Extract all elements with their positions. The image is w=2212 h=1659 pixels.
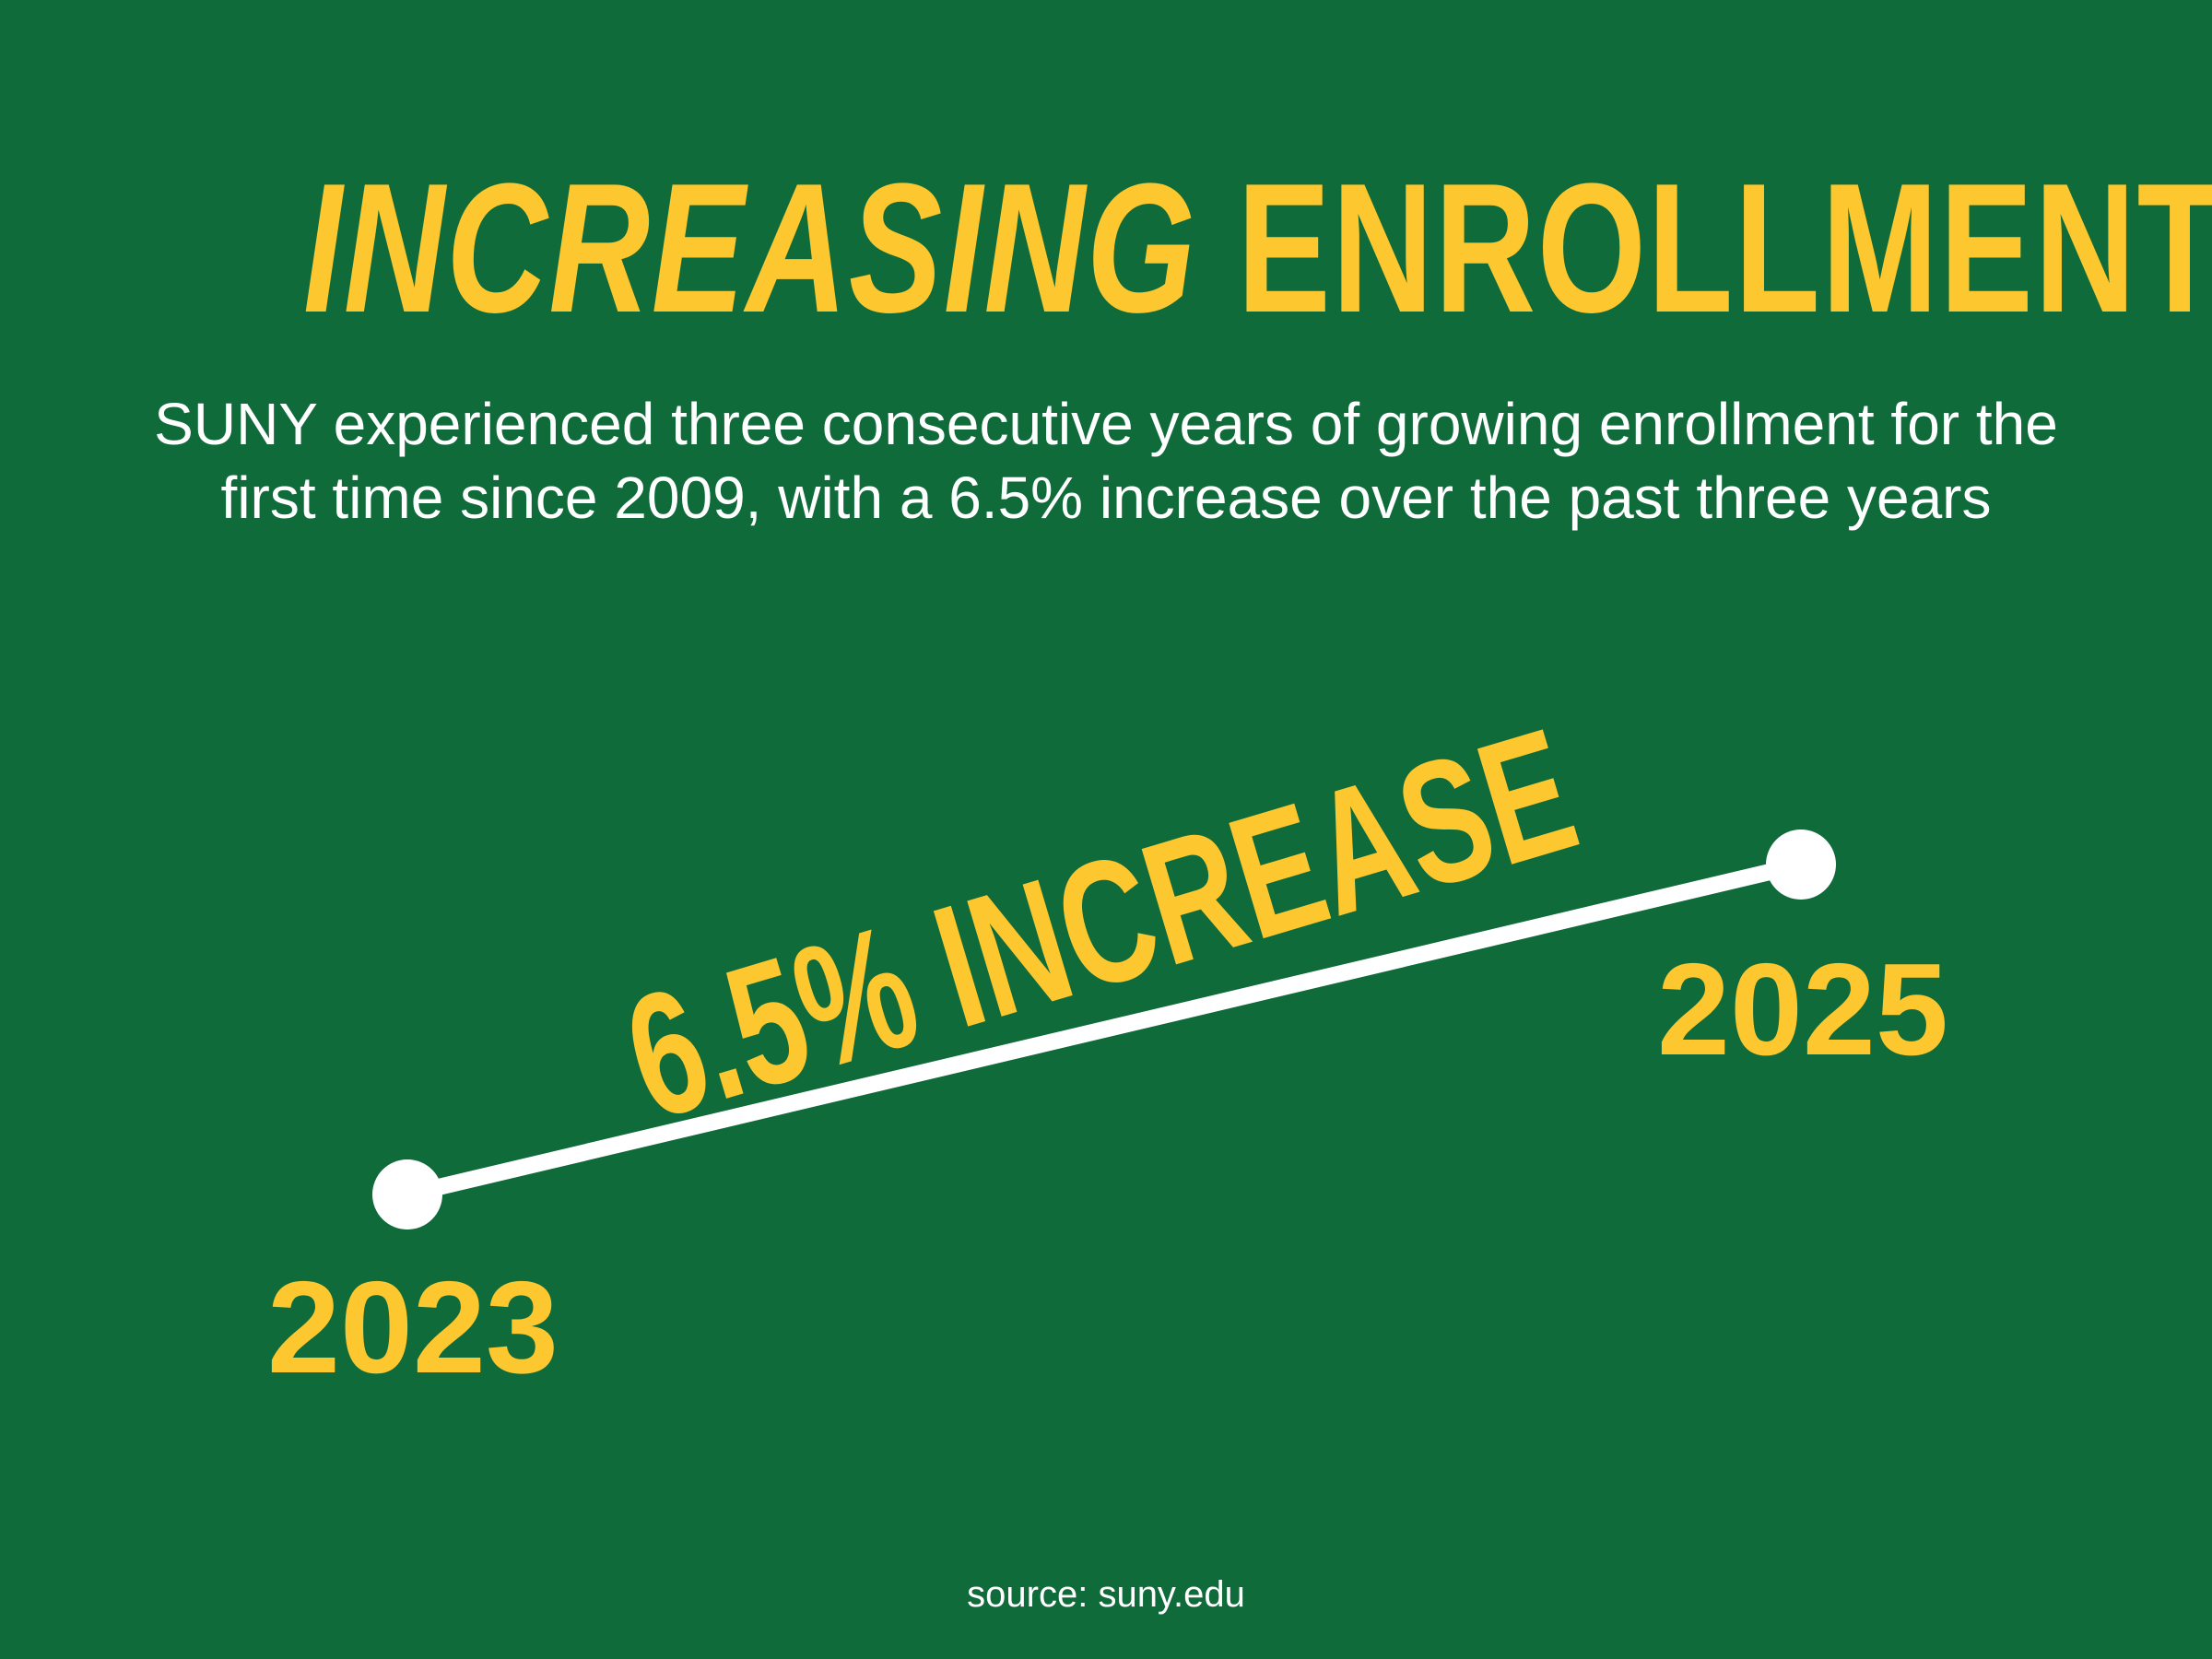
page-title: INCREASING ENROLLMENT bbox=[0, 157, 2212, 341]
subtitle-line-1: SUNY experienced three consecutive years… bbox=[154, 391, 2058, 457]
source-credit: source: suny.edu bbox=[967, 1574, 1245, 1615]
growth-line bbox=[405, 856, 1804, 1203]
title-enrollment: ENROLLMENT bbox=[1237, 146, 2212, 351]
title-increasing: INCREASING bbox=[303, 146, 1197, 351]
subtitle-line-2: first time since 2009, with a 6.5% incre… bbox=[220, 465, 1992, 531]
end-point-dot bbox=[1766, 830, 1836, 900]
subtitle: SUNY experienced three consecutive years… bbox=[0, 387, 2212, 535]
start-year-label: 2023 bbox=[267, 1254, 559, 1401]
end-year-label: 2025 bbox=[1657, 936, 1948, 1083]
start-point-dot bbox=[372, 1159, 442, 1230]
